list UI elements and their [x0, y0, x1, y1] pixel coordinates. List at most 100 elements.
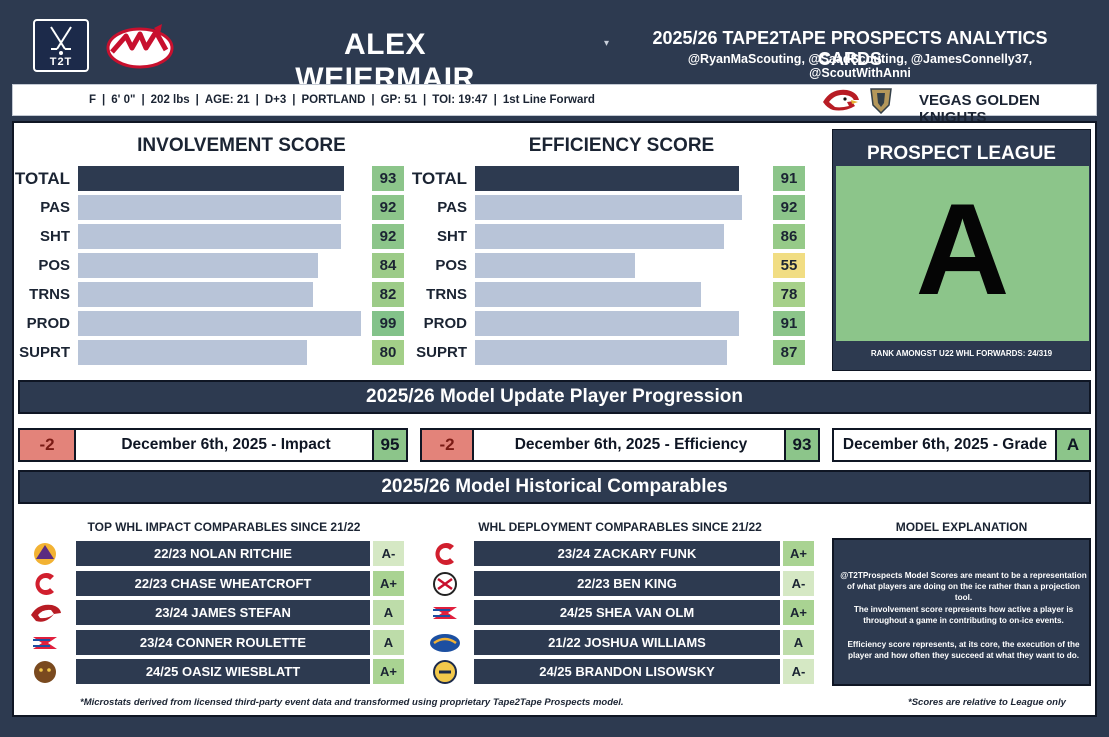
score-row-suprt: SUPRT 80 [14, 340, 404, 365]
progression-banner: 2025/26 Model Update Player Progression [18, 380, 1091, 414]
comparable-name: 23/24 CONNER ROULETTE [76, 629, 370, 655]
impact-value: 95 [372, 430, 406, 460]
score-bar [475, 340, 727, 365]
efficiency-label: December 6th, 2025 - Efficiency [514, 436, 748, 453]
progression-grade: December 6th, 2025 - Grade A [832, 428, 1091, 462]
footer-disclaimer: *Microstats derived from licensed third-… [80, 697, 624, 708]
score-value: 91 [773, 166, 805, 191]
score-row-pas: PAS 92 [14, 195, 404, 220]
score-label: PAS [40, 199, 70, 216]
team-logo-icon [428, 541, 462, 567]
explanation-paragraph: Efficiency score represents, at its core… [847, 640, 1080, 660]
comparable-row: 22/23 BEN KING A- [428, 570, 815, 596]
team-logo-icon [28, 630, 62, 656]
score-bar [475, 282, 701, 307]
score-bar [78, 195, 341, 220]
score-label: TOTAL [14, 169, 70, 188]
comparable-grade: A+ [373, 570, 404, 596]
score-label: SUPRT [416, 344, 467, 361]
score-row-trns: TRNS 78 [409, 282, 805, 307]
involvement-title: INVOLVEMENT SCORE [137, 135, 346, 156]
score-row-sht: SHT 86 [409, 224, 805, 249]
vegas-golden-knights-logo [870, 88, 892, 114]
score-value: 92 [372, 195, 404, 220]
team-logo-icon [428, 659, 462, 685]
score-bar [475, 224, 724, 249]
winterhawks-logo [823, 89, 859, 111]
score-bar [475, 311, 739, 336]
score-row-total: TOTAL 91 [409, 166, 805, 191]
comparable-row: 22/23 NOLAN RITCHIE A- [28, 541, 405, 566]
team-logo-icon [28, 600, 62, 626]
score-label: TRNS [29, 286, 70, 303]
model-explanation-box: @T2TProspects Model Scores are meant to … [832, 538, 1091, 686]
score-bar-track [475, 195, 765, 220]
grade-letter: A [915, 176, 1010, 322]
team-logo-icon [428, 600, 462, 626]
comparable-name: 21/22 JOSHUA WILLIAMS [474, 629, 780, 655]
score-bar-track [475, 311, 765, 336]
comparable-grade: A+ [783, 541, 814, 566]
team-logo-icon [28, 659, 62, 685]
score-label: TRNS [426, 286, 467, 303]
comparable-row: 24/25 OASIZ WIESBLATT A+ [28, 659, 405, 684]
explanation-paragraph: The involvement score represents how act… [853, 605, 1074, 625]
score-row-pos: POS 55 [409, 253, 805, 278]
score-label: POS [435, 257, 467, 274]
efficiency-title: EFFICIENCY SCORE [528, 135, 715, 156]
prospect-grade-box: PROSPECT LEAGUE GRADE A RANK AMONGST U22… [832, 129, 1091, 371]
score-bar [78, 340, 307, 365]
impact-comparables-title: TOP WHL IMPACT COMPARABLES SINCE 21/22 [87, 520, 361, 534]
progression-impact: -2 December 6th, 2025 - Impact 95 [18, 428, 408, 462]
score-row-sht: SHT 92 [14, 224, 404, 249]
comparable-grade: A+ [373, 659, 404, 684]
score-bar-track [78, 195, 364, 220]
player-info: F | 6' 0" | 202 lbs | AGE: 21 | D+3 | PORTLAND | GP:… [89, 94, 595, 106]
comparable-grade: A- [783, 570, 814, 596]
grade-rank: RANK AMONGST U22 WHL FORWARDS: 24/319 [870, 349, 1053, 358]
comparable-grade: A [373, 600, 404, 625]
progression-efficiency: -2 December 6th, 2025 - Efficiency 93 [420, 428, 820, 462]
efficiency-value: 93 [784, 430, 818, 460]
info-age: AGE: 21 [204, 94, 250, 106]
score-row-suprt: SUPRT 87 [409, 340, 805, 365]
chevron-down-icon[interactable]: ▾ [604, 38, 610, 49]
score-value: 86 [773, 224, 805, 249]
score-value: 99 [372, 311, 404, 336]
comparable-name: 23/24 ZACKARY FUNK [474, 541, 780, 566]
info-height: 6' 0" [111, 94, 136, 106]
efficiency-delta: -2 [422, 430, 474, 460]
score-value: 84 [372, 253, 404, 278]
team-logo-icon [428, 630, 462, 656]
score-bar-track [475, 253, 765, 278]
score-value: 91 [773, 311, 805, 336]
impact-label: December 6th, 2025 - Impact [121, 436, 331, 453]
comparable-row: 24/25 SHEA VAN OLM A+ [428, 600, 815, 625]
comparable-name: 24/25 SHEA VAN OLM [474, 600, 780, 625]
score-row-trns: TRNS 82 [14, 282, 404, 307]
score-bar [78, 282, 313, 307]
comparable-grade: A- [783, 659, 814, 684]
score-bar-track [78, 253, 364, 278]
score-bar-track [78, 311, 364, 336]
comparables-banner: 2025/26 Model Historical Comparables [18, 470, 1091, 504]
impact-delta: -2 [20, 430, 76, 460]
score-bar-track [78, 166, 364, 191]
info-role: 1st Line Forward [502, 94, 595, 106]
score-label: PROD [423, 315, 467, 332]
score-label: PAS [437, 199, 467, 216]
comparable-name: 24/25 OASIZ WIESBLATT [76, 659, 370, 684]
comparable-name: 22/23 BEN KING [474, 570, 780, 596]
score-bar-track [78, 282, 364, 307]
comparable-row: 24/25 BRANDON LISOWSKY A- [428, 659, 815, 684]
player-info-strip: F | 6' 0" | 202 lbs | AGE: 21 | D+3 | PORTLAND | GP:… [12, 84, 1097, 126]
score-label: POS [38, 257, 70, 274]
score-row-prod: PROD 91 [409, 311, 805, 336]
score-value: 93 [372, 166, 404, 191]
cards-title: 2025/26 TAPE2TAPE PROSPECTS ANALYTICS CA… [652, 28, 1048, 69]
grade-area: A [836, 166, 1089, 341]
score-bar-track [78, 224, 364, 249]
score-bar [475, 166, 739, 191]
comparable-grade: A- [373, 541, 404, 566]
score-bar [78, 253, 318, 278]
